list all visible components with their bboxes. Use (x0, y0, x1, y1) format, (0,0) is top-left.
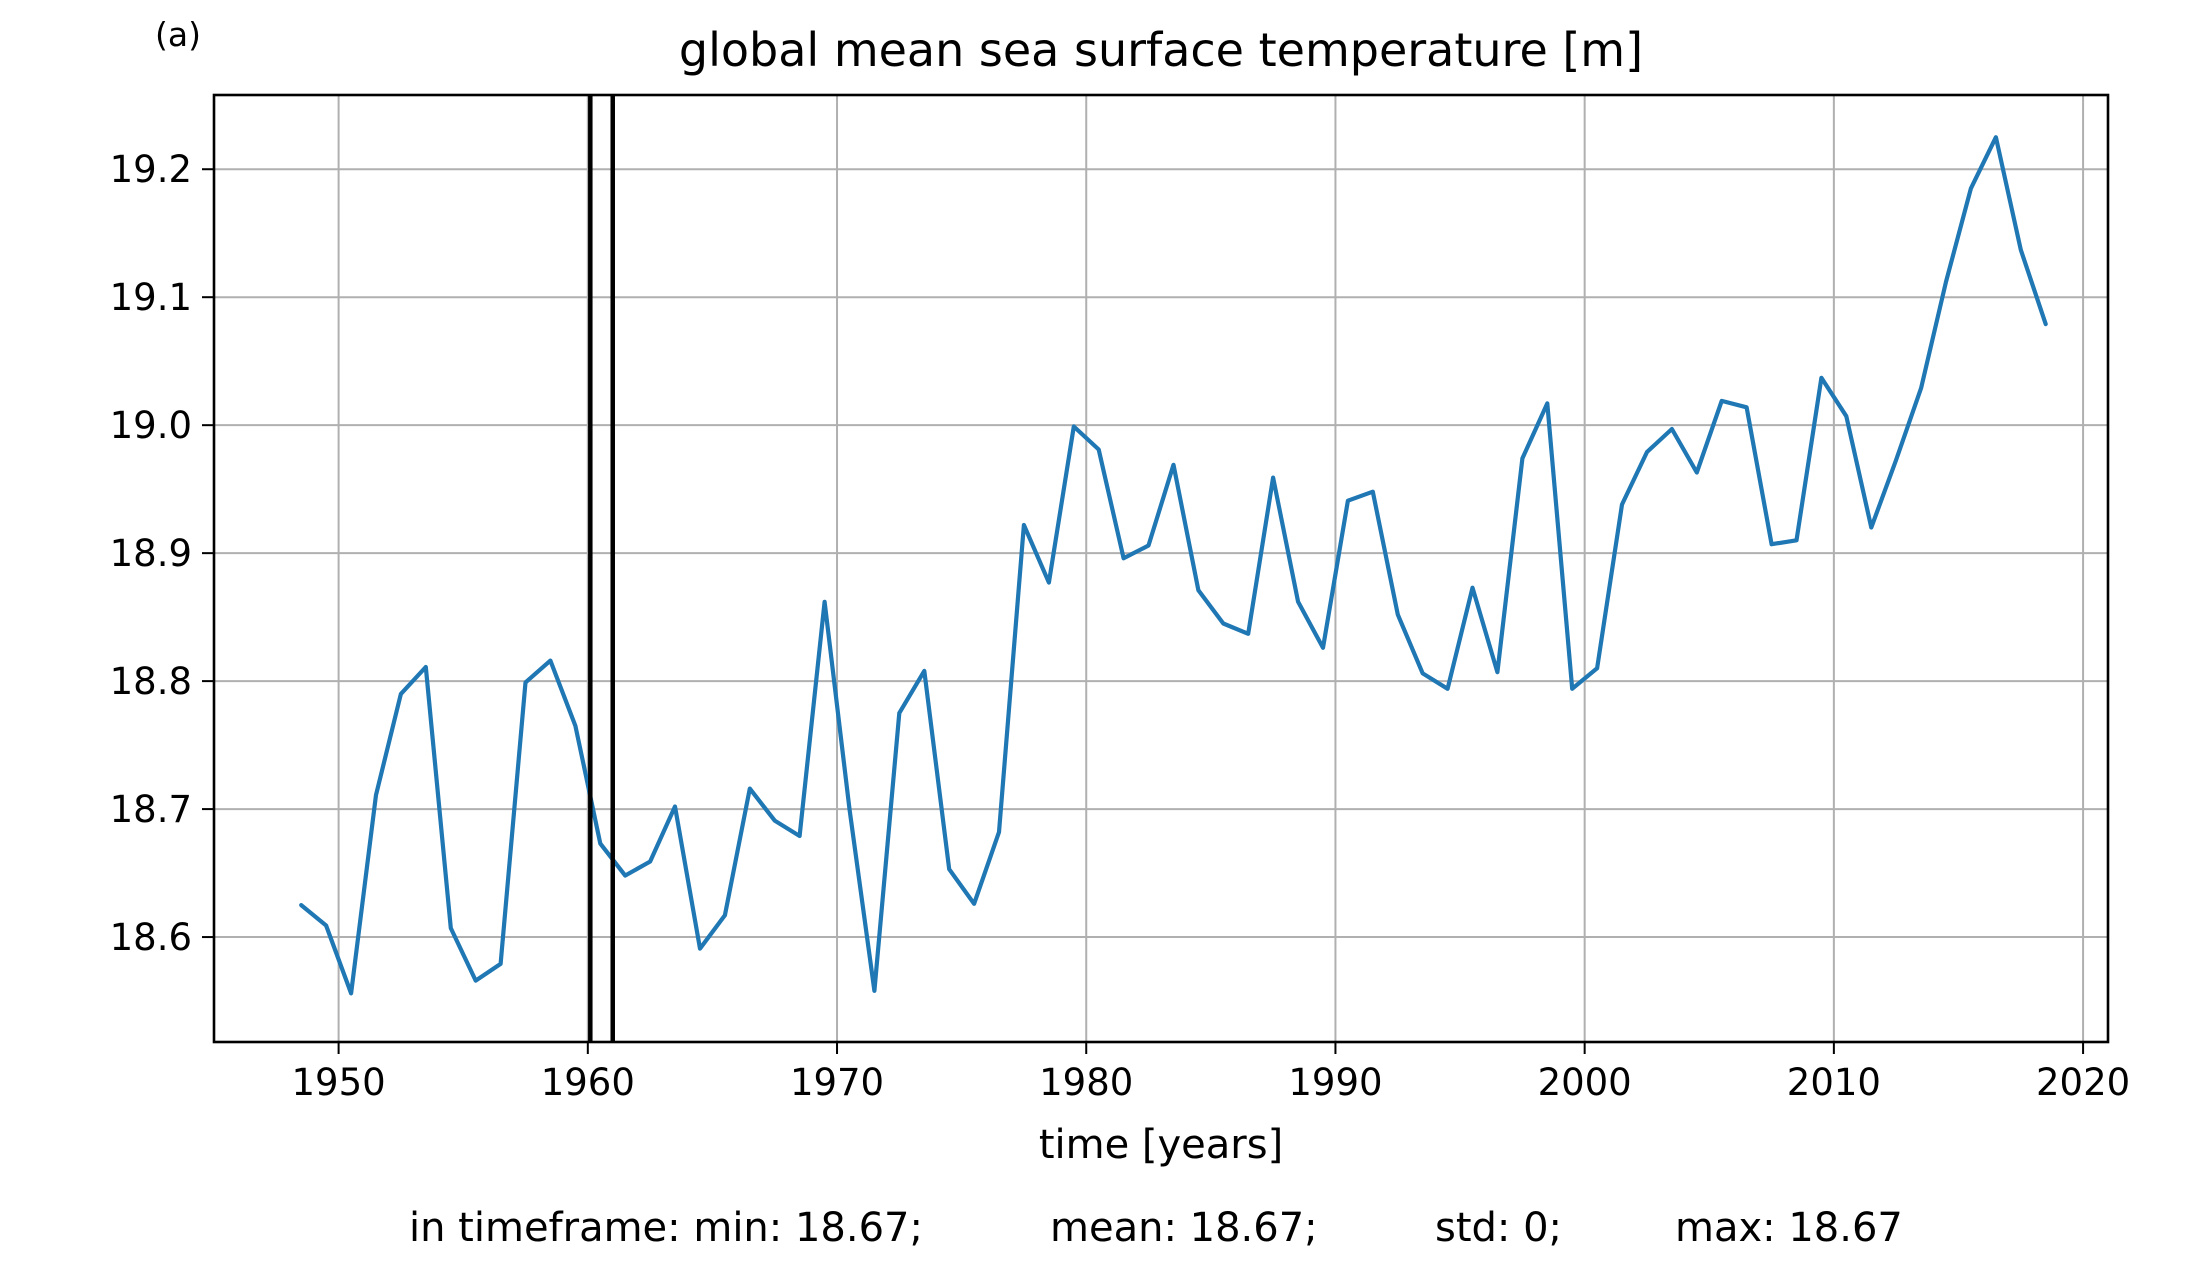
x-tick-label: 1990 (1288, 1061, 1382, 1104)
stat-min: in timeframe: min: 18.67; (409, 1205, 923, 1251)
series-group (299, 135, 2048, 996)
x-tick-label: 1970 (790, 1061, 884, 1104)
x-tick-label: 2010 (1787, 1061, 1881, 1104)
line-chart: (a) global mean sea surface temperature … (110, 15, 2131, 1168)
stats-footer: in timeframe: min: 18.67; mean: 18.67; s… (0, 1205, 2196, 1265)
data-series-line (299, 135, 2048, 996)
y-tick-label: 19.0 (110, 404, 192, 447)
x-axis-label: time [years] (1039, 1122, 1283, 1168)
x-tick-label: 2000 (1538, 1061, 1632, 1104)
stat-std: std: 0; (1435, 1205, 1563, 1251)
y-tick-label: 19.1 (110, 276, 192, 319)
stat-mean: mean: 18.67; (1050, 1205, 1318, 1251)
marker-lines (588, 95, 615, 1042)
plot-frame (212, 93, 2110, 1044)
x-tick-label: 2020 (2036, 1061, 2130, 1104)
x-tick-label: 1980 (1039, 1061, 1133, 1104)
y-tick-label: 18.9 (110, 532, 192, 575)
panel-label: (a) (155, 15, 201, 54)
y-tick-label: 18.8 (110, 660, 192, 703)
y-tick-label: 18.7 (110, 788, 192, 831)
x-tick-label: 1950 (292, 1061, 386, 1104)
y-tick-label: 18.6 (110, 916, 192, 959)
grid-lines (214, 95, 2108, 1042)
y-tick-label: 19.2 (110, 148, 192, 191)
axis-ticks: 1950 1960 1970 1980 1990 2000 2010 2020 18.6 18.7… (110, 148, 2131, 1104)
x-tick-label: 1960 (541, 1061, 635, 1104)
chart-title: global mean sea surface temperature [m] (679, 23, 1643, 77)
stat-max: max: 18.67 (1675, 1205, 1903, 1251)
